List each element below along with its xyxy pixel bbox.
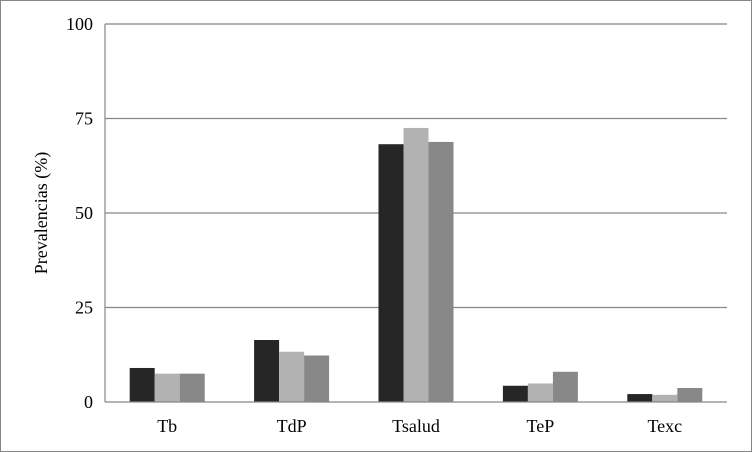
bar-tdp-series-1 <box>254 340 280 402</box>
bar-tep-series-2 <box>527 383 553 402</box>
y-tick-label: 50 <box>75 203 93 223</box>
bar-tsalud-series-3 <box>428 141 454 402</box>
bar-texc-series-3 <box>677 388 703 402</box>
bar-tep-series-3 <box>552 371 578 402</box>
bar-texc-series-1 <box>627 394 653 402</box>
bar-tep-series-1 <box>502 385 528 402</box>
bar-tb-series-2 <box>154 373 180 402</box>
y-tick-label: 0 <box>84 392 93 412</box>
x-tick-labels: Tb TdP Tsalud TeP Texc <box>157 416 682 436</box>
x-tick-label: Texc <box>647 416 682 436</box>
y-tick-label: 25 <box>75 298 93 318</box>
axes <box>104 24 727 403</box>
bars <box>129 127 703 403</box>
bar-tsalud-series-1 <box>378 144 404 403</box>
bar-tsalud-series-2 <box>403 127 429 402</box>
x-tick-label: Tb <box>157 416 177 436</box>
bar-tb-series-3 <box>179 373 205 402</box>
bar-tdp-series-3 <box>304 355 330 402</box>
bar-tb-series-1 <box>129 367 155 402</box>
x-tick-label: TdP <box>277 416 307 436</box>
x-tick-label: Tsalud <box>392 416 440 436</box>
y-axis-title: Prevalencias (%) <box>31 152 52 274</box>
y-tick-labels: 0 25 50 75 100 <box>66 14 93 412</box>
y-tick-label: 75 <box>75 109 93 129</box>
bar-texc-series-2 <box>652 394 678 402</box>
x-tick-label: TeP <box>527 416 555 436</box>
bar-tdp-series-2 <box>279 351 305 402</box>
y-tick-label: 100 <box>66 14 93 34</box>
